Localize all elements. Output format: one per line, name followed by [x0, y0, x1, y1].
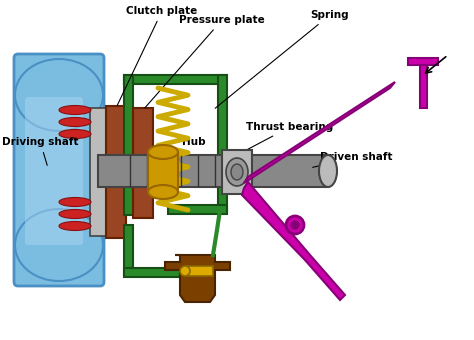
Ellipse shape — [319, 155, 337, 187]
Text: Clutch plate: Clutch plate — [117, 6, 198, 105]
Ellipse shape — [59, 118, 91, 126]
Polygon shape — [244, 82, 395, 183]
Bar — [185, 266, 213, 276]
Text: Pressure plate: Pressure plate — [145, 15, 265, 108]
Text: Driving shaft: Driving shaft — [2, 137, 79, 165]
Bar — [408, 58, 438, 65]
Bar — [106, 106, 126, 238]
Circle shape — [286, 216, 304, 234]
Ellipse shape — [59, 221, 91, 231]
Bar — [124, 268, 214, 277]
FancyBboxPatch shape — [14, 54, 104, 286]
Bar — [218, 75, 227, 213]
Text: Driven shaft: Driven shaft — [313, 152, 392, 167]
Ellipse shape — [59, 105, 91, 115]
Ellipse shape — [59, 209, 91, 219]
Bar — [148, 152, 178, 192]
Ellipse shape — [148, 145, 178, 159]
Circle shape — [291, 221, 299, 229]
Bar — [98, 155, 328, 187]
FancyBboxPatch shape — [25, 97, 83, 245]
Bar — [124, 75, 133, 215]
Bar — [133, 108, 153, 218]
Bar — [90, 108, 108, 236]
Bar — [168, 205, 227, 214]
Bar — [124, 75, 226, 84]
Bar — [124, 225, 133, 275]
Bar — [222, 150, 252, 194]
Text: Spring: Spring — [215, 10, 349, 108]
Ellipse shape — [15, 59, 103, 131]
Ellipse shape — [15, 209, 103, 281]
Ellipse shape — [226, 158, 248, 186]
Ellipse shape — [231, 164, 243, 180]
Bar — [420, 60, 427, 108]
Ellipse shape — [59, 130, 91, 138]
Text: Thrust bearing: Thrust bearing — [239, 122, 334, 154]
Ellipse shape — [59, 198, 91, 206]
Ellipse shape — [180, 266, 190, 276]
Text: Hub: Hub — [165, 137, 206, 154]
Polygon shape — [242, 182, 345, 300]
Polygon shape — [165, 255, 230, 302]
Ellipse shape — [148, 185, 178, 199]
